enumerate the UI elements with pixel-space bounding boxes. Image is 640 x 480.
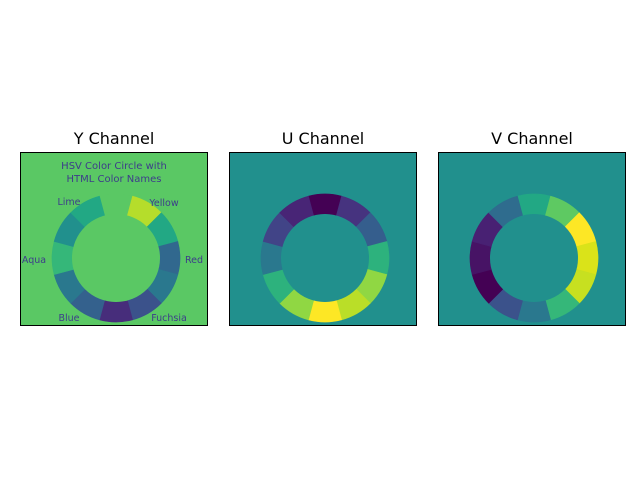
ring-segment <box>99 300 133 323</box>
ring-segment <box>576 241 599 275</box>
axes-frame <box>20 152 208 326</box>
color-label: Red <box>185 255 203 266</box>
panel-title: U Channel <box>281 129 365 148</box>
ring-segment <box>517 193 551 216</box>
ring-segment <box>517 300 551 323</box>
ring-segment <box>51 241 74 275</box>
ring-center <box>72 214 160 302</box>
ring-segment <box>260 241 283 275</box>
color-label: Fuchsia <box>151 313 187 324</box>
ring-segment <box>99 193 133 216</box>
image-heading: HTML Color Names <box>66 174 161 185</box>
channel-image <box>229 152 417 326</box>
color-label: Aqua <box>22 255 46 266</box>
channel-image <box>438 152 626 326</box>
ring-segment <box>367 241 390 275</box>
ring-segment <box>308 300 342 323</box>
axes-frame <box>438 152 626 326</box>
color-label: Lime <box>57 197 80 208</box>
channel-image: HSV Color Circle with HTML Color Names Lim… <box>20 152 208 326</box>
panel-title: Y Channel <box>73 129 155 148</box>
axes-frame <box>229 152 417 326</box>
ring-segment <box>158 241 181 275</box>
ring-center <box>490 214 578 302</box>
color-label: Yellow <box>148 198 178 209</box>
panel-title: V Channel <box>491 129 573 148</box>
ring-segment <box>308 193 342 216</box>
color-label: Blue <box>58 313 79 324</box>
ring-center <box>281 214 369 302</box>
image-heading: HSV Color Circle with <box>61 161 167 172</box>
ring-segment <box>469 241 492 275</box>
